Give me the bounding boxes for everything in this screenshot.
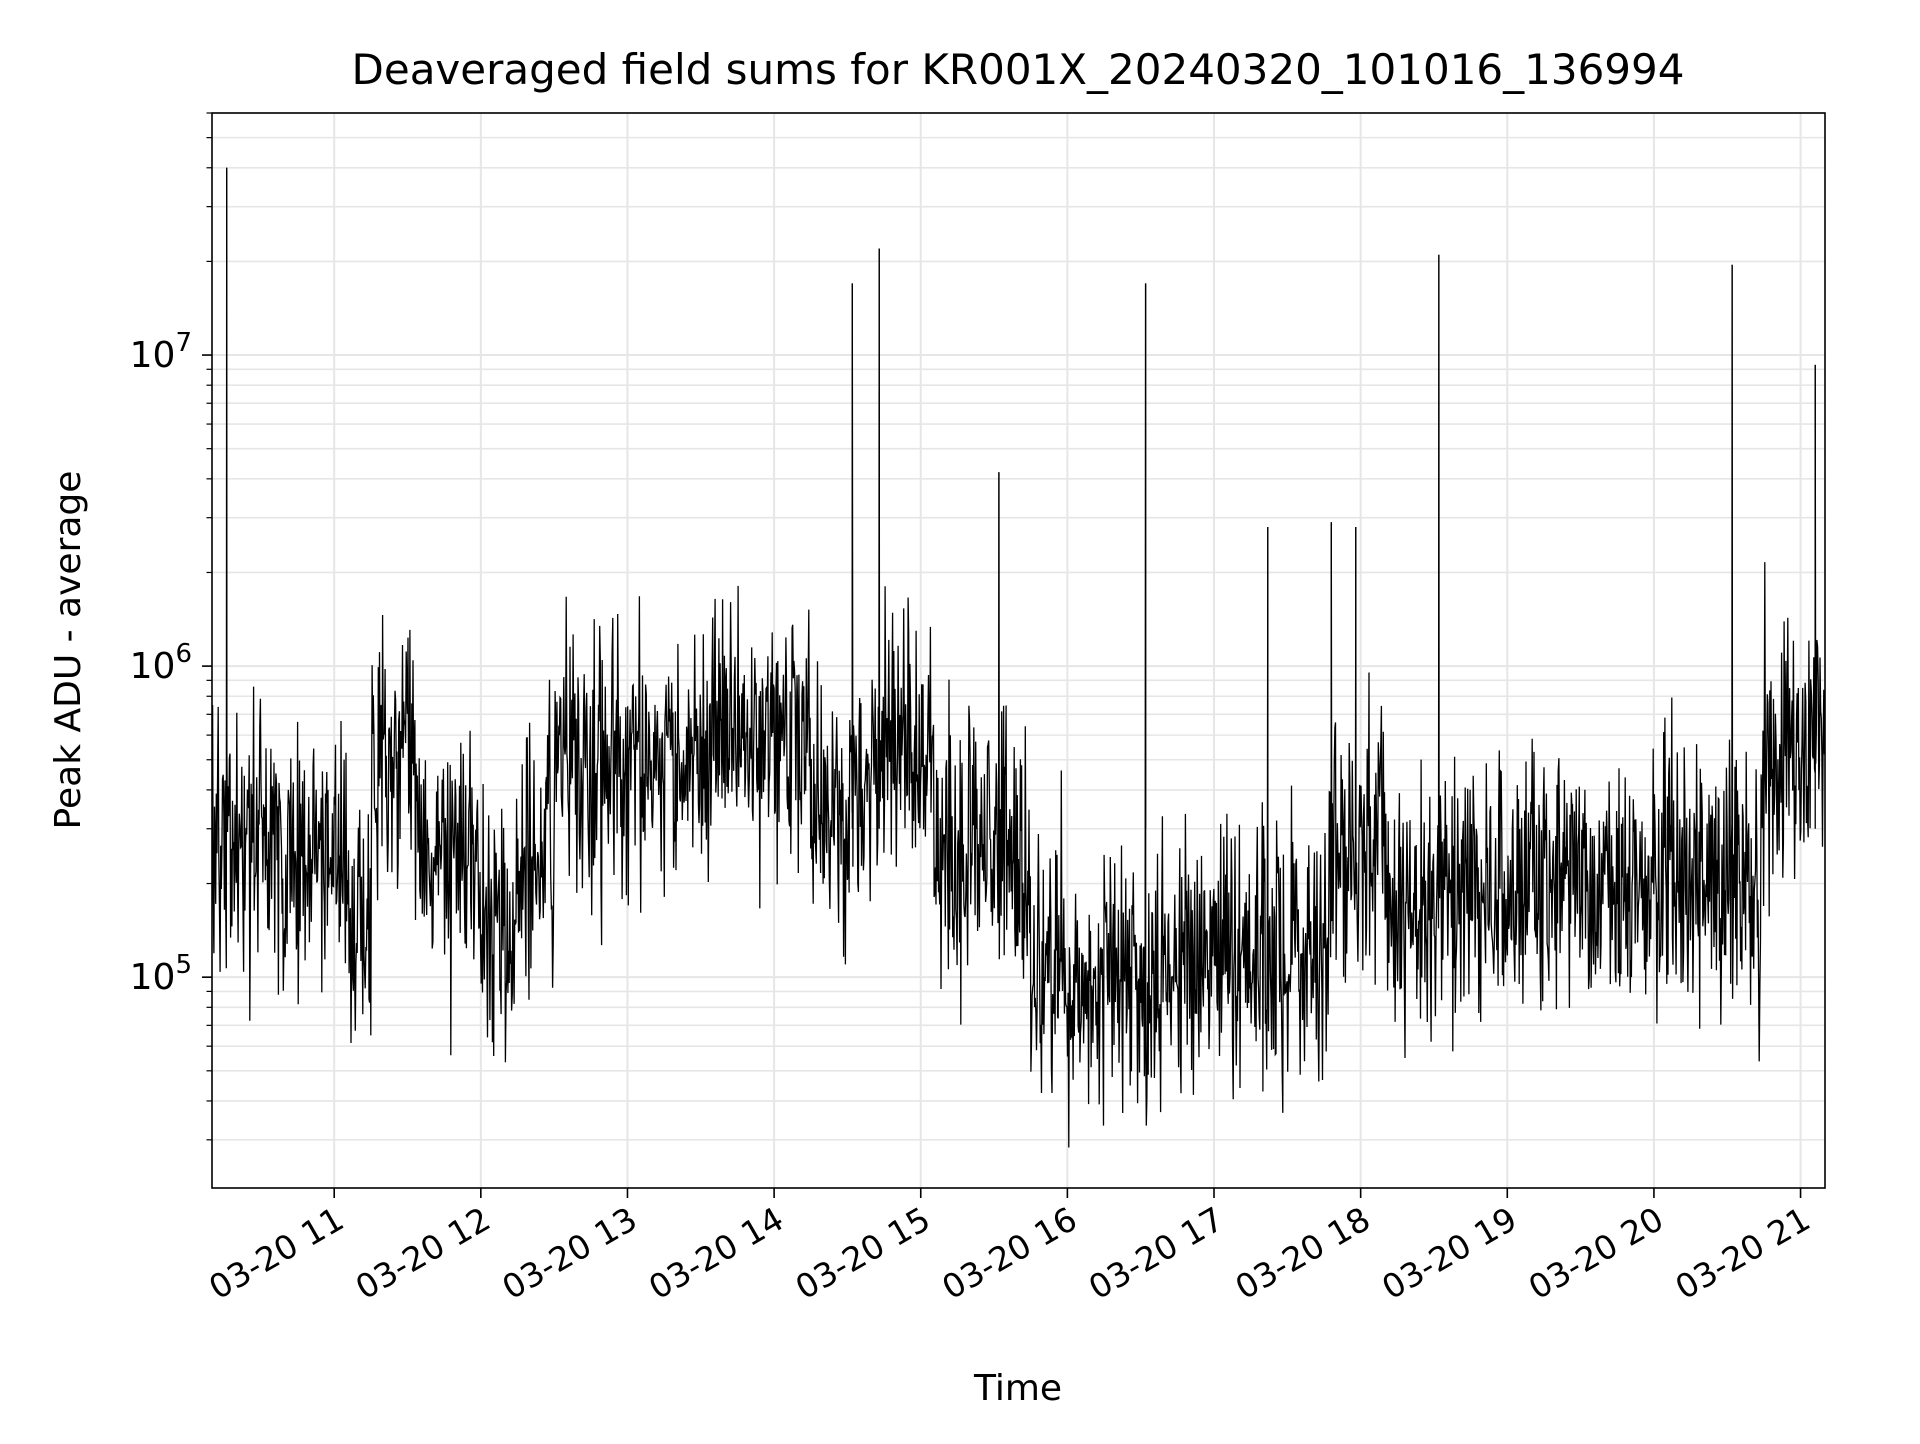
y-tick-label: 106	[130, 639, 192, 687]
y-tick-label: 107	[130, 328, 192, 376]
series-line	[212, 167, 1825, 1148]
grid-lines	[212, 112, 1825, 1188]
y-tick-label: 105	[130, 950, 192, 998]
series-layer	[212, 167, 1825, 1148]
x-axis-label: Time	[973, 1368, 1062, 1409]
plot-frame	[211, 112, 1826, 1189]
chart-title: Deaveraged field sums for KR001X_2024032…	[352, 45, 1685, 94]
y-axis-label: Peak ADU - average	[48, 471, 89, 830]
